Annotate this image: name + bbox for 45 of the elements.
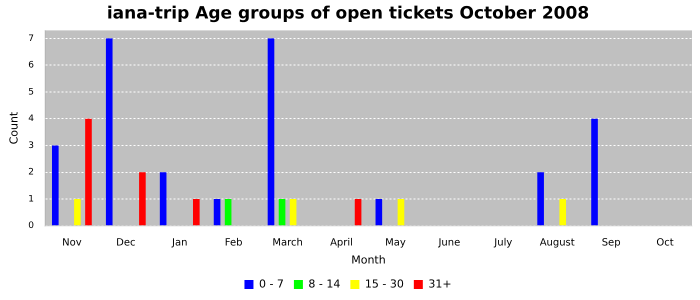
bar [398,199,404,226]
bar [160,172,166,226]
x-tick-label: Dec [116,237,136,248]
legend-label: 31+ [428,277,452,290]
y-tick-label: 2 [28,168,34,178]
legend-label: 8 - 14 [308,277,340,290]
bar [74,199,81,226]
legend-label: 0 - 7 [258,277,284,290]
y-tick-label: 1 [28,194,34,204]
bar [290,199,296,226]
y-tick-label: 6 [28,60,34,71]
bar [214,199,220,226]
x-tick-label: Nov [62,237,82,248]
legend-label: 15 - 30 [364,277,404,290]
x-tick-label: July [493,237,512,248]
x-tick-label: June [437,237,460,248]
y-tick-label: 3 [28,140,34,151]
x-tick-label: August [540,237,575,248]
y-tick-label: 5 [28,87,34,98]
x-tick-label: Sep [602,237,621,248]
bar [591,118,598,226]
y-axis-title: Count [7,111,20,144]
x-tick-label: Feb [224,237,243,248]
x-tick-label: March [272,237,303,248]
bar [52,146,59,226]
y-tick-label: 0 [28,221,34,232]
bar [278,199,286,226]
chart-title: iana-trip Age groups of open tickets October 2008 [106,4,590,24]
bar [537,172,544,226]
bar [224,199,232,226]
y-tick-label: 4 [28,114,34,124]
bar [139,172,146,226]
bar [559,199,566,226]
bar [376,199,382,226]
x-tick-label: Oct [656,237,674,248]
x-axis-title: Month [351,253,386,266]
x-tick-label: Jan [171,237,188,248]
bar [106,38,113,226]
bar [193,199,200,226]
x-tick-label: May [385,237,406,248]
bar [268,38,274,226]
bar [85,118,92,226]
y-tick-label: 7 [28,34,34,44]
bar [354,199,362,226]
x-tick-label: April [330,237,353,248]
